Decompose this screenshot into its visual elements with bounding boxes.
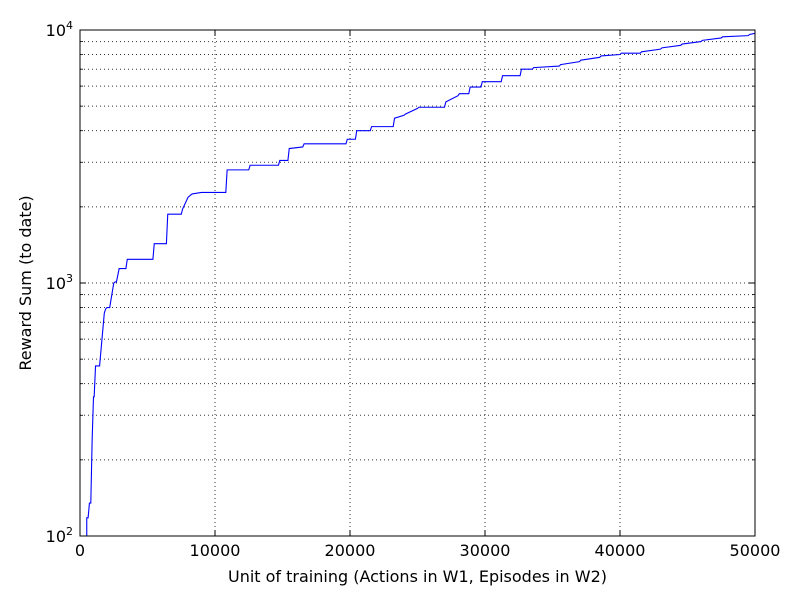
y-axis-tick-labels: 102 103 104 xyxy=(46,19,73,546)
x-tick-label: 50000 xyxy=(730,541,781,560)
y-axis-label: Reward Sum (to date) xyxy=(16,195,35,370)
x-tick-label: 0 xyxy=(75,541,85,560)
axis-ticks xyxy=(79,30,756,537)
grid-lines xyxy=(80,30,755,536)
x-tick-label: 20000 xyxy=(325,541,376,560)
x-tick-label: 10000 xyxy=(190,541,241,560)
series-layer xyxy=(86,32,756,536)
y-tick-label: 104 xyxy=(46,19,73,40)
y-tick-label: 103 xyxy=(46,272,73,293)
x-tick-label: 40000 xyxy=(595,541,646,560)
x-axis-label: Unit of training (Actions in W1, Episode… xyxy=(228,567,607,586)
x-axis-tick-labels: 0 10000 20000 30000 40000 50000 xyxy=(75,541,781,560)
series-line xyxy=(86,32,756,536)
y-tick-label: 102 xyxy=(46,525,73,546)
x-tick-label: 30000 xyxy=(460,541,511,560)
